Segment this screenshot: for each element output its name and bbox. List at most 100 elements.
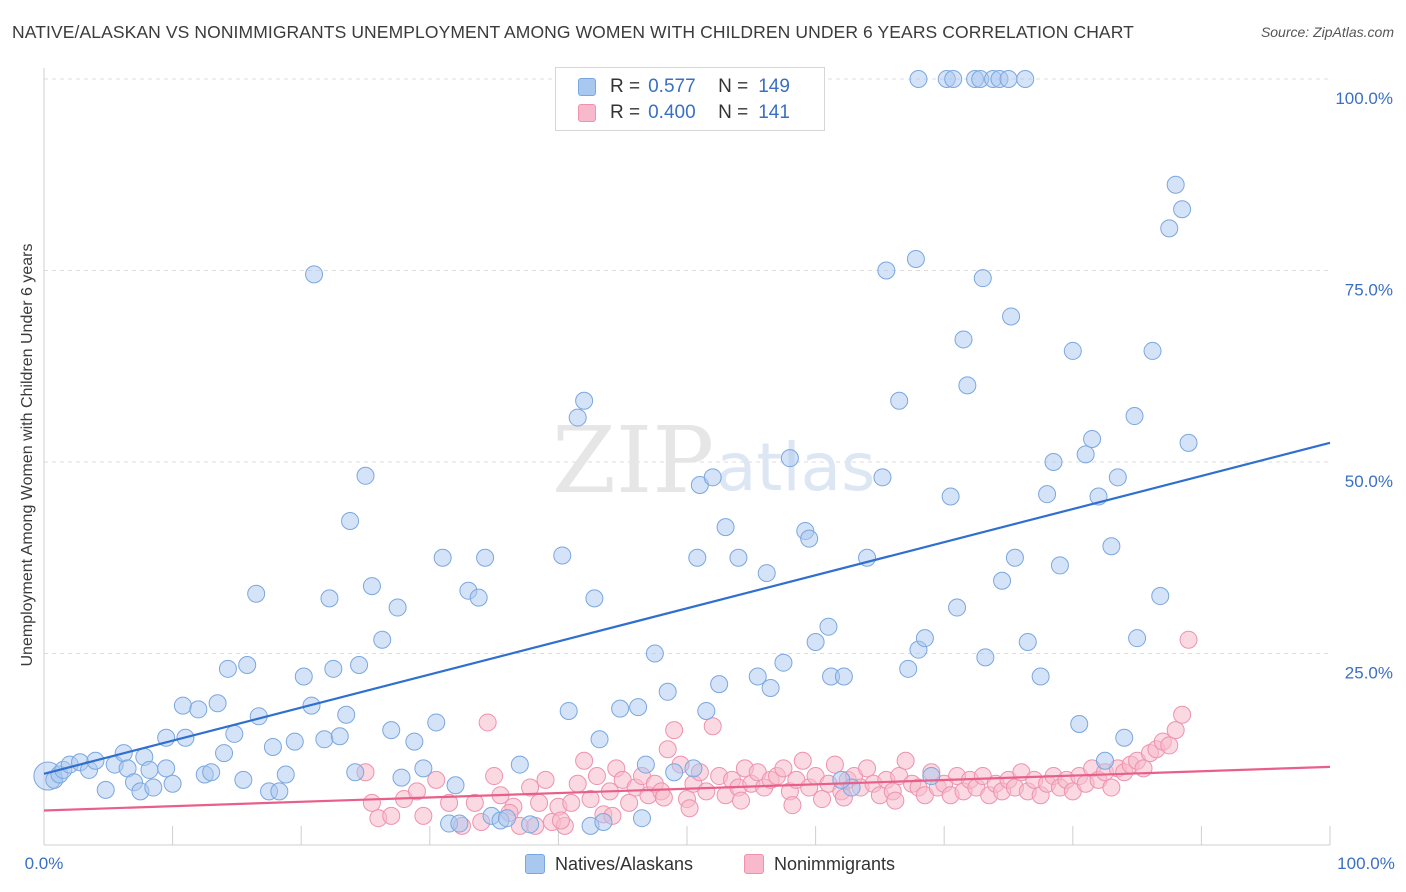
watermark: ZIP atlas xyxy=(552,407,876,514)
point-natives-alaskans xyxy=(832,770,851,789)
point-natives-alaskans xyxy=(157,759,176,778)
point-natives-alaskans xyxy=(1050,556,1069,575)
point-natives-alaskans xyxy=(476,548,495,567)
point-natives-alaskans xyxy=(636,755,655,774)
bottom-legend-label: Natives/Alaskans xyxy=(555,853,694,874)
point-natives-alaskans xyxy=(1070,714,1089,733)
point-nonimmigrants xyxy=(896,751,915,770)
gridlines xyxy=(44,78,1330,654)
point-natives-alaskans xyxy=(632,809,651,828)
point-natives-alaskans xyxy=(469,588,488,607)
point-nonimmigrants xyxy=(697,782,716,801)
point-natives-alaskans xyxy=(1179,433,1198,452)
point-natives-alaskans xyxy=(590,730,609,749)
point-natives-alaskans xyxy=(427,713,446,732)
point-nonimmigrants xyxy=(536,770,555,789)
point-natives-alaskans xyxy=(594,813,613,832)
point-natives-alaskans xyxy=(909,70,928,88)
point-natives-alaskans xyxy=(238,655,257,674)
point-nonimmigrants xyxy=(407,782,426,801)
point-natives-alaskans xyxy=(757,564,776,583)
point-natives-alaskans xyxy=(806,633,825,652)
point-natives-alaskans xyxy=(225,724,244,743)
point-natives-alaskans xyxy=(1151,587,1170,606)
point-nonimmigrants xyxy=(825,755,844,774)
point-natives-alaskans xyxy=(703,468,722,487)
legend-row-nonimmigrants: R = 0.400 N = 141 xyxy=(578,102,790,124)
point-natives-alaskans xyxy=(774,653,793,672)
y-tick-label: 75.0% xyxy=(1345,281,1393,300)
point-natives-alaskans xyxy=(993,571,1012,590)
point-natives-alaskans xyxy=(890,391,909,410)
bottom-swatch-blue xyxy=(525,854,545,874)
point-natives-alaskans xyxy=(1016,70,1035,88)
point-nonimmigrants xyxy=(703,717,722,736)
legend-swatch-pink xyxy=(578,104,596,122)
point-nonimmigrants xyxy=(562,793,581,812)
y-tick-label: 25.0% xyxy=(1345,664,1393,683)
point-natives-alaskans xyxy=(1005,548,1024,567)
point-natives-alaskans xyxy=(497,809,516,828)
y-tick-label: 50.0% xyxy=(1345,472,1393,491)
source-label: Source: ZipAtlas.com xyxy=(1260,24,1394,40)
point-nonimmigrants xyxy=(362,793,381,812)
point-natives-alaskans xyxy=(202,763,221,782)
watermark-atlas: atlas xyxy=(716,429,876,506)
legend-r-label: R = xyxy=(610,102,641,123)
legend-r-value: 0.577 xyxy=(648,76,696,97)
point-natives-alaskans xyxy=(1143,341,1162,360)
point-natives-alaskans xyxy=(1076,445,1095,464)
point-natives-alaskans xyxy=(450,814,469,833)
point-natives-alaskans xyxy=(1128,629,1147,648)
point-nonimmigrants xyxy=(440,793,459,812)
point-natives-alaskans xyxy=(144,778,163,797)
point-natives-alaskans xyxy=(247,584,266,603)
point-natives-alaskans xyxy=(1018,633,1037,652)
point-nonimmigrants xyxy=(382,806,401,825)
point-natives-alaskans xyxy=(324,659,343,678)
point-natives-alaskans xyxy=(941,487,960,506)
legend-n-value: 141 xyxy=(758,102,790,123)
point-natives-alaskans xyxy=(276,765,295,784)
point-natives-alaskans xyxy=(270,782,289,801)
tick-labels: 25.0% 50.0% 75.0% 100.0% 0.0% 100.0% xyxy=(25,89,1395,873)
point-natives-alaskans xyxy=(1063,341,1082,360)
point-natives-alaskans xyxy=(999,70,1018,88)
point-nonimmigrants xyxy=(414,806,433,825)
point-natives-alaskans xyxy=(388,598,407,617)
bottom-legend-nonimmigrants: Nonimmigrants xyxy=(744,852,895,876)
point-natives-alaskans xyxy=(521,815,540,834)
point-nonimmigrants xyxy=(793,751,812,770)
point-natives-alaskans xyxy=(163,774,182,793)
point-natives-alaskans xyxy=(382,721,401,740)
point-natives-alaskans xyxy=(559,701,578,720)
point-natives-alaskans xyxy=(585,589,604,608)
point-natives-alaskans xyxy=(1125,407,1144,426)
point-nonimmigrants xyxy=(658,740,677,759)
point-natives-alaskans xyxy=(218,659,237,678)
point-natives-alaskans xyxy=(973,269,992,288)
point-nonimmigrants xyxy=(478,713,497,732)
point-nonimmigrants xyxy=(1102,778,1121,797)
chart-title: NATIVE/ALASKAN VS NONIMMIGRANTS UNEMPLOY… xyxy=(12,22,1134,42)
point-natives-alaskans xyxy=(208,694,227,713)
point-nonimmigrants xyxy=(1173,705,1192,724)
point-natives-alaskans xyxy=(899,659,918,678)
legend-r-label: R = xyxy=(610,76,641,97)
point-nonimmigrants xyxy=(858,759,877,778)
point-natives-alaskans xyxy=(1095,751,1114,770)
y-tick-label: 100.0% xyxy=(1335,89,1393,108)
point-natives-alaskans xyxy=(1083,430,1102,449)
point-nonimmigrants xyxy=(774,759,793,778)
point-nonimmigrants xyxy=(521,778,540,797)
point-natives-alaskans xyxy=(346,763,365,782)
point-natives-alaskans xyxy=(665,763,684,782)
point-nonimmigrants xyxy=(530,793,549,812)
point-nonimmigrants xyxy=(485,767,504,786)
point-natives-alaskans xyxy=(688,548,707,567)
point-nonimmigrants xyxy=(654,788,673,807)
point-natives-alaskans xyxy=(645,644,664,663)
point-natives-alaskans xyxy=(356,466,375,485)
x-tick-label: 0.0% xyxy=(25,854,64,873)
point-natives-alaskans xyxy=(611,699,630,718)
